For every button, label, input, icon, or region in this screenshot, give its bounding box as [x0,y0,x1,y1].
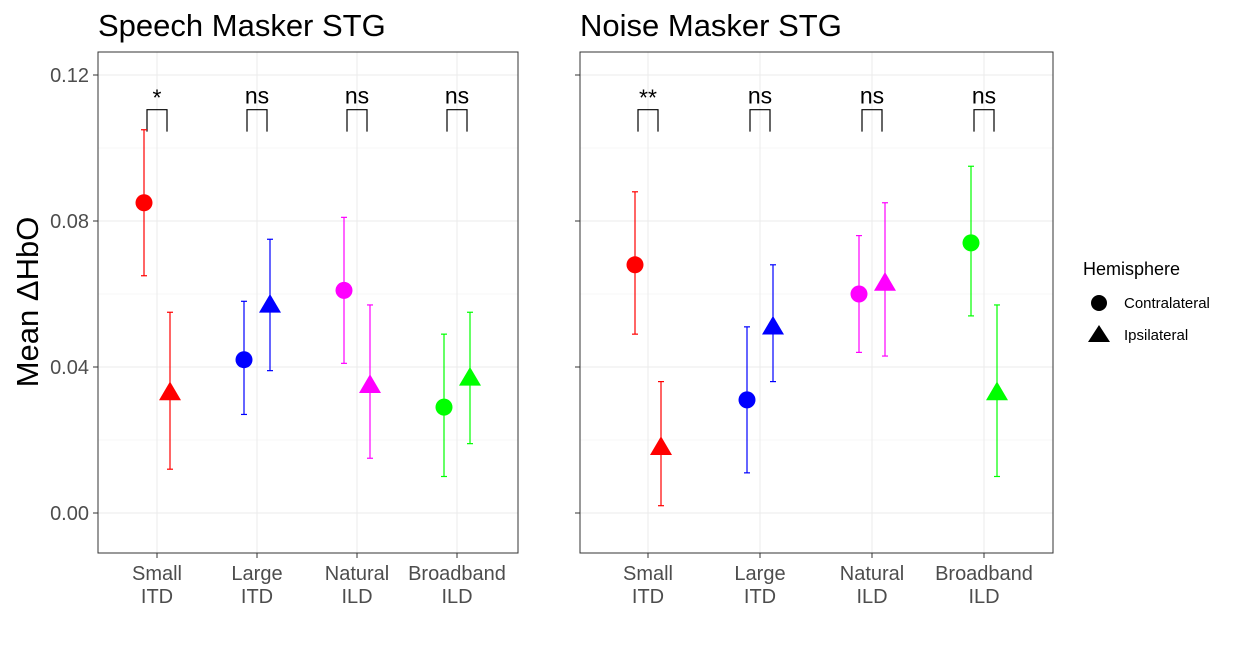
panel-frame [97,51,519,554]
legend-key-circle [1091,295,1107,311]
legend: Hemisphere Contralateral Ipsilateral [1083,259,1210,344]
significance-label: ns [445,83,469,109]
data-point-contralateral [962,234,980,252]
x-tick-label: Large [734,563,785,585]
y-tick-label: 0.04 [50,357,89,379]
x-tick-label: Natural [325,563,389,585]
x-tick-label: Broadband [408,563,506,585]
x-tick-label: Small [132,563,182,585]
data-point-ipsilateral [459,366,481,386]
x-tick-label: ITD [241,586,273,608]
data-point-ipsilateral [762,315,784,335]
x-tick-label: ILD [441,586,472,608]
data-point-contralateral [135,194,153,212]
y-axis-title: Mean ΔHbO [10,217,45,388]
significance-label: ns [245,83,269,109]
data-point-contralateral [626,256,644,274]
x-tick-label: ITD [632,586,664,608]
data-point-ipsilateral [874,272,896,291]
data-point-contralateral [850,285,868,303]
data-point-contralateral [235,351,253,369]
significance-label: ns [860,83,884,109]
significance-label: ns [345,83,369,109]
legend-key-triangle [1088,325,1110,342]
significance-bracket [637,109,659,132]
data-point-ipsilateral [359,374,381,393]
panel-background [98,52,518,553]
significance-bracket [146,109,168,132]
x-tick-label: Large [231,563,282,585]
series-contralateral [135,129,453,478]
x-tick-label: ITD [744,586,776,608]
significance-label: ** [639,85,657,111]
significance-bracket [246,109,268,132]
data-point-contralateral [435,398,453,416]
legend-title: Hemisphere [1083,259,1180,279]
y-tick-label: 0.00 [50,503,89,525]
significance-label: * [153,85,162,111]
data-point-contralateral [738,391,756,409]
panel-frame [579,51,1054,554]
significance-bracket [861,109,883,132]
x-tick-label: ILD [968,586,999,608]
legend-item-label: Ipsilateral [1124,327,1188,344]
x-tick-label: ILD [856,586,887,608]
significance-bracket [346,109,368,132]
panel-1: Speech Masker STG0.000.040.080.12SmallIT… [50,8,519,608]
series-ipsilateral [650,202,1008,507]
data-point-ipsilateral [650,436,672,455]
series-contralateral [626,165,980,474]
significance-bracket [446,109,468,132]
significance-label: ns [748,83,772,109]
x-tick-label: Natural [840,563,904,585]
data-point-contralateral [335,281,353,299]
x-tick-label: Small [623,563,673,585]
significance-bracket [749,109,771,132]
data-point-ipsilateral [159,381,181,401]
significance-bracket [973,109,995,132]
data-point-ipsilateral [259,293,281,313]
panel-2: Noise Masker STGSmallITDLargeITDNaturalI… [575,8,1054,608]
legend-item-label: Contralateral [1124,295,1210,312]
panel-title: Speech Masker STG [98,8,386,43]
series-ipsilateral [159,238,481,470]
x-tick-label: ILD [341,586,372,608]
x-tick-label: Broadband [935,563,1033,585]
panel-background [580,52,1053,553]
data-point-ipsilateral [986,381,1008,401]
y-tick-label: 0.12 [50,65,89,87]
y-tick-label: 0.08 [50,211,89,233]
panel-title: Noise Masker STG [580,8,842,43]
x-tick-label: ITD [141,586,173,608]
significance-label: ns [972,83,996,109]
